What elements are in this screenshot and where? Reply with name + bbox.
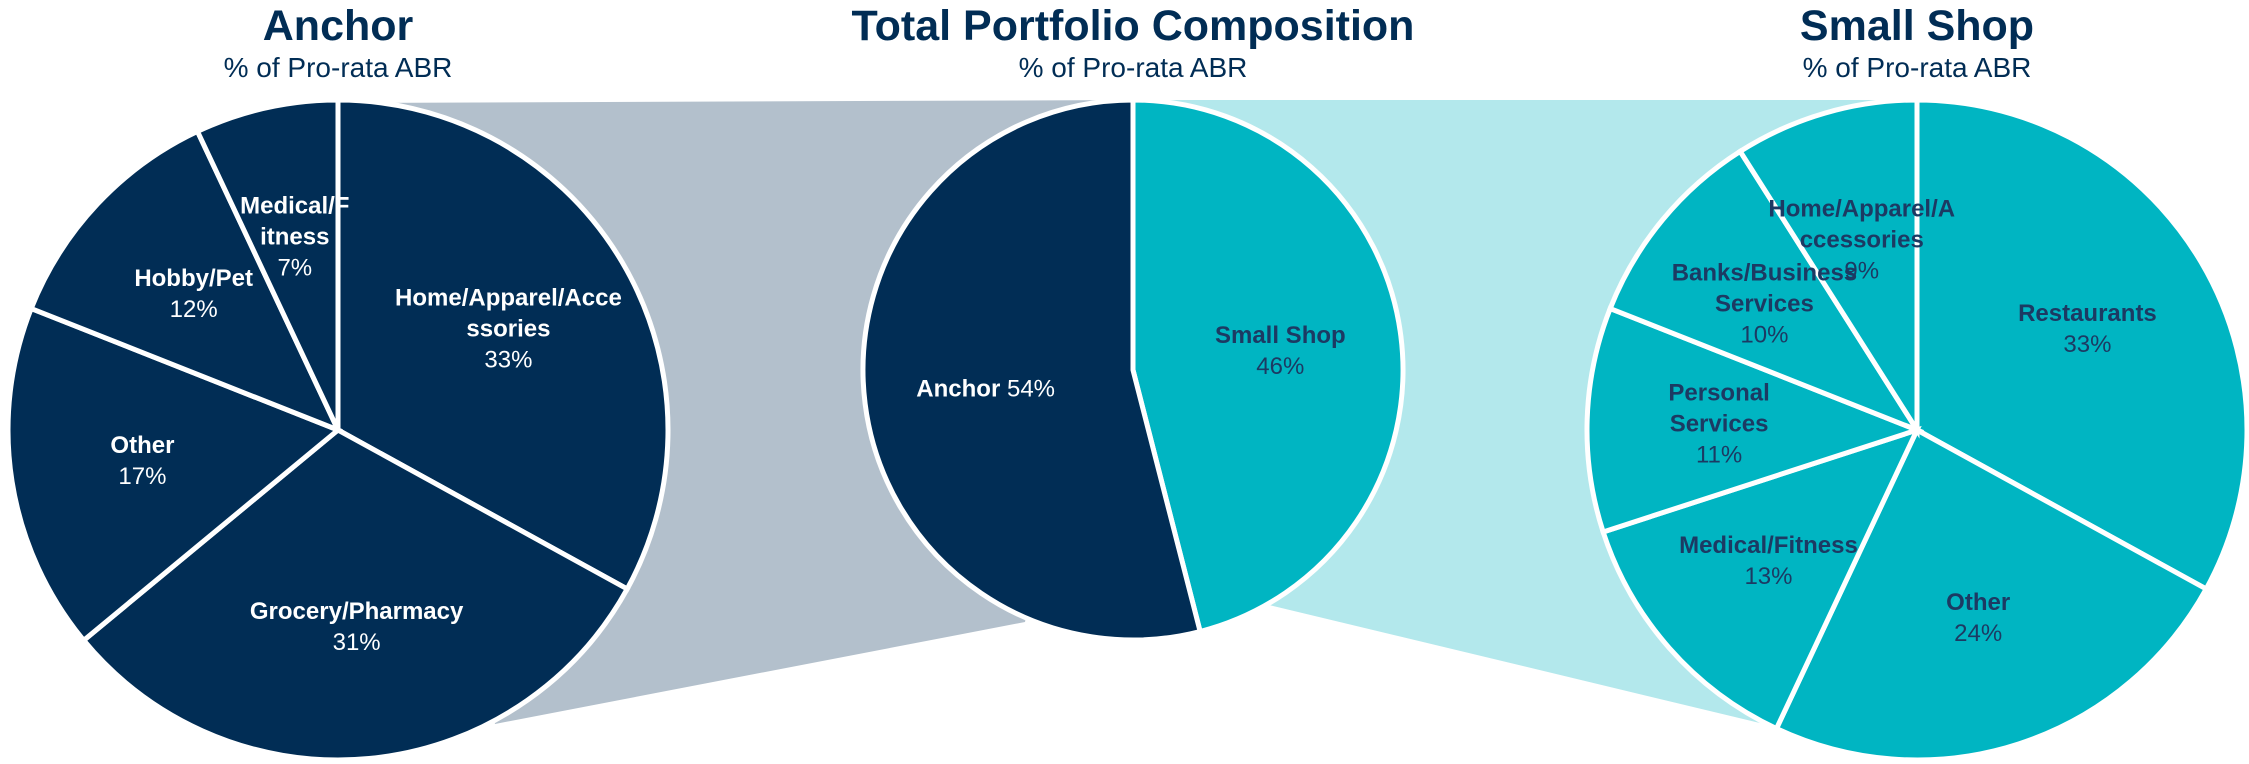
slice-label: Medical/Fitness 7% bbox=[240, 190, 350, 283]
slice-name: Personal Services bbox=[1668, 379, 1770, 438]
chart-subtitle: % of Pro-rata ABR bbox=[1018, 52, 1248, 83]
slice-name: Grocery/Pharmacy bbox=[249, 598, 464, 626]
slice-value: 54% bbox=[1006, 375, 1056, 403]
pie-slice bbox=[194, 97, 341, 432]
slice-label: Anchor 54% bbox=[856, 373, 1116, 404]
slice-name: Small Shop bbox=[1214, 322, 1346, 350]
pie-slice bbox=[335, 97, 671, 593]
slice-label: Banks/Business Services 10% bbox=[1659, 257, 1869, 350]
pie-slice bbox=[860, 97, 1204, 643]
slice-label: Other 24% bbox=[1878, 587, 2078, 649]
pie-slice bbox=[80, 426, 631, 763]
pie-slice bbox=[1599, 425, 1922, 732]
slice-label: Hobby/Pet 12% bbox=[124, 263, 264, 325]
slice-name: Home/Apparel/Accessories bbox=[1768, 195, 1956, 254]
chart-subtitle: % of Pro-rata ABR bbox=[223, 52, 453, 83]
slice-name: Other bbox=[110, 431, 175, 459]
slice-value: 13% bbox=[1744, 562, 1793, 590]
slice-value: 17% bbox=[118, 462, 167, 490]
slice-label: Medical/Fitness 13% bbox=[1653, 530, 1883, 592]
pie-slice bbox=[1584, 305, 1925, 536]
pie-slice bbox=[1606, 147, 1924, 436]
slice-value: 11% bbox=[1695, 441, 1743, 469]
slice-label: Small Shop 46% bbox=[1180, 320, 1380, 382]
slice-label: Other 17% bbox=[72, 430, 212, 492]
slice-label: Home/Apparel/Accessories 33% bbox=[393, 283, 623, 376]
slice-name: Home/Apparel/Accessories bbox=[395, 284, 622, 343]
slice-name: Restaurants bbox=[2018, 300, 2157, 328]
pie-slice bbox=[1773, 426, 2210, 763]
slice-label: Grocery/Pharmacy 31% bbox=[227, 596, 487, 658]
slice-value: 10% bbox=[1740, 321, 1789, 349]
slice-name: Anchor bbox=[916, 375, 1001, 403]
slice-name: Medical/Fitness bbox=[240, 192, 350, 251]
slice-value: 33% bbox=[2063, 331, 2112, 359]
slice-value: 24% bbox=[1954, 620, 2003, 648]
slice-value: 46% bbox=[1256, 353, 1305, 381]
slice-label: Home/Apparel/Accessories 9% bbox=[1767, 193, 1957, 286]
slice-value: 9% bbox=[1844, 257, 1880, 285]
slice-name: Banks/Business Services bbox=[1671, 259, 1858, 318]
chart-title: Small Shop bbox=[1799, 2, 2035, 50]
pie-slice bbox=[1130, 97, 1406, 635]
pie-slice bbox=[5, 305, 343, 644]
pie-slice bbox=[1736, 97, 1920, 439]
slice-label: Personal Services 11% bbox=[1644, 377, 1794, 470]
chart-title: Total Portfolio Composition bbox=[851, 2, 1415, 50]
slice-value: 7% bbox=[277, 254, 313, 282]
chart-title: Anchor bbox=[262, 2, 414, 50]
slice-name: Hobby/Pet bbox=[134, 265, 253, 293]
chart-subtitle: % of Pro-rata ABR bbox=[1802, 52, 2032, 83]
slice-value: 12% bbox=[169, 296, 218, 324]
slice-name: Other bbox=[1946, 589, 2011, 617]
slice-value: 31% bbox=[332, 629, 381, 657]
pie-slice bbox=[1914, 97, 2249, 593]
slice-label: Restaurants 33% bbox=[1987, 298, 2187, 360]
pie-slice bbox=[27, 128, 343, 435]
slice-name: Medical/Fitness bbox=[1679, 531, 1858, 559]
slice-value: 33% bbox=[484, 346, 533, 374]
